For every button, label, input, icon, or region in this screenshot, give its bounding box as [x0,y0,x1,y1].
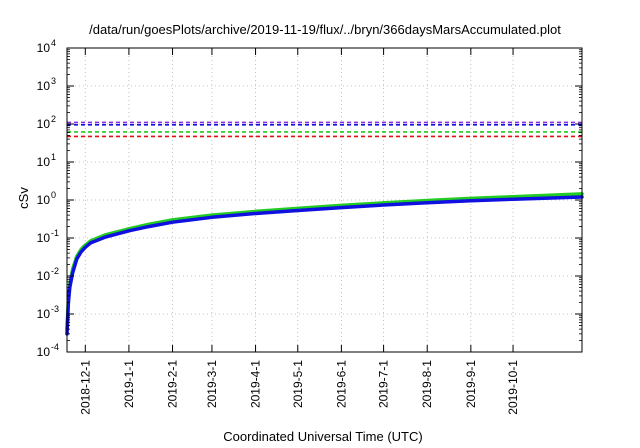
x-tick-label: 2019-8-1 [420,360,434,408]
x-tick-label: 2019-5-1 [291,360,305,408]
y-tick-exponent-label: -1 [51,228,59,238]
y-tick-label: 10 [37,155,51,169]
y-tick-base: 10 [37,41,51,55]
y-tick-label: 10 [37,269,51,283]
y-tick-exponent-label: 4 [51,38,56,48]
y-tick-label: 10 [37,307,51,321]
y-tick-exponent-label: 0 [51,190,56,200]
x-tick-label: 2019-6-1 [334,360,348,408]
x-tick-label: 2019-2-1 [166,360,180,408]
series-line [65,195,584,336]
y-axis-label: cSv [16,187,31,209]
x-axis-label: Coordinated Universal Time (UTC) [223,429,422,444]
x-tick-label: 2019-9-1 [464,360,478,408]
y-tick-exponent-label: -2 [51,266,59,276]
y-tick-base: 10 [37,345,51,359]
y-tick-exponent-label: 3 [51,76,56,86]
y-tick-base: 10 [37,155,51,169]
y-tick-label: 10 [37,193,51,207]
x-tick-label: 2019-10-1 [506,360,520,415]
ticks [67,47,582,353]
x-tick-label: 2019-7-1 [377,360,391,408]
y-tick-exponent-label: -3 [51,304,59,314]
y-tick-exponent-label: 1 [51,152,56,162]
y-tick-label: 10 [37,345,51,359]
reference-lines [67,121,582,138]
x-tick-label: 2019-1-1 [122,360,136,408]
x-tick-label: 2018-12-1 [78,360,92,415]
series-line [65,192,584,331]
y-tick-base: 10 [37,231,51,245]
y-tick-label: 10 [37,79,51,93]
y-tick-base: 10 [37,79,51,93]
x-tick-labels: 2018-12-1 2019-1-1 2019-2-1 2019-3-1 2019-4-… [78,360,520,415]
series-group [65,192,584,336]
chart-title: /data/run/goesPlots/archive/2019-11-19/f… [89,22,561,37]
y-tick-label: 10 [37,41,51,55]
y-tick-base: 10 [37,307,51,321]
y-tick-label: 10 [37,231,51,245]
y-tick-label: 10 [37,117,51,131]
y-tick-base: 10 [37,193,51,207]
x-tick-label: 2019-4-1 [249,360,263,408]
y-tick-exponent-label: -4 [51,342,59,352]
x-tick-label: 2019-3-1 [205,360,219,408]
y-tick-exponent-label: 2 [51,114,56,124]
y-tick-base: 10 [37,269,51,283]
y-tick-base: 10 [37,117,51,131]
